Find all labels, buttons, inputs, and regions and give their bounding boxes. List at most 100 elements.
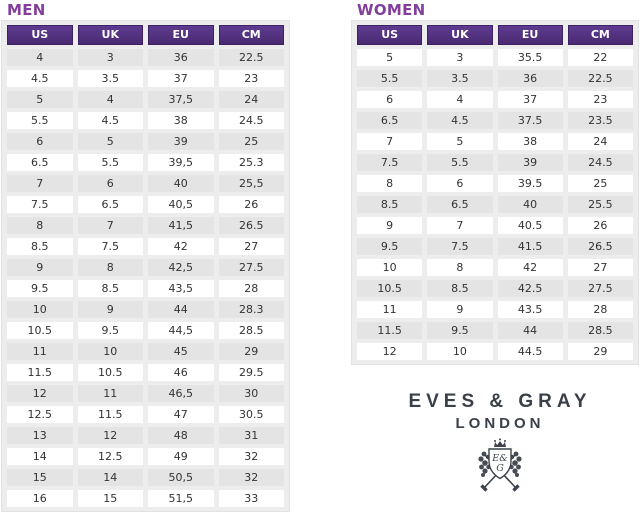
size-row: 11.5 9.5 44 28.5 bbox=[357, 322, 633, 339]
size-cell: 39.5 bbox=[497, 175, 563, 192]
size-cell: 6.5 bbox=[77, 196, 143, 213]
size-cell: 46 bbox=[148, 364, 214, 381]
size-cell: 5.5 bbox=[77, 154, 143, 171]
size-row: 10 8 42 27 bbox=[357, 259, 633, 276]
size-cell: 37 bbox=[148, 70, 214, 87]
brand-city: LONDON bbox=[455, 415, 545, 432]
size-cell: 32 bbox=[218, 469, 284, 486]
size-row: 9.5 7.5 41.5 26.5 bbox=[357, 238, 633, 255]
column-header-cm: CM bbox=[567, 25, 633, 45]
size-cell: 11.5 bbox=[7, 364, 73, 381]
size-cell: 51,5 bbox=[148, 490, 214, 507]
size-cell: 35.5 bbox=[497, 49, 563, 66]
size-cell: 24.5 bbox=[567, 154, 633, 171]
size-cell: 10.5 bbox=[357, 280, 423, 297]
size-cell: 10 bbox=[77, 343, 143, 360]
size-cell: 22.5 bbox=[218, 49, 284, 66]
size-row: 10.5 9.5 44,5 28.5 bbox=[7, 322, 284, 339]
size-cell: 7.5 bbox=[357, 154, 423, 171]
size-cell: 49 bbox=[148, 448, 214, 465]
size-cell: 38 bbox=[497, 133, 563, 150]
size-cell: 37,5 bbox=[148, 91, 214, 108]
size-cell: 31 bbox=[218, 427, 284, 444]
size-cell: 3.5 bbox=[77, 70, 143, 87]
size-row: 7 5 38 24 bbox=[357, 133, 633, 150]
size-cell: 7.5 bbox=[427, 238, 493, 255]
size-cell: 40 bbox=[497, 196, 563, 213]
size-cell: 24 bbox=[218, 91, 284, 108]
size-cell: 40 bbox=[148, 175, 214, 192]
size-cell: 43.5 bbox=[497, 301, 563, 318]
column-header-uk: UK bbox=[427, 25, 493, 45]
size-cell: 28.5 bbox=[218, 322, 284, 339]
size-cell: 40,5 bbox=[148, 196, 214, 213]
size-cell: 9 bbox=[357, 217, 423, 234]
size-cell: 8.5 bbox=[357, 196, 423, 213]
size-cell: 9 bbox=[427, 301, 493, 318]
size-cell: 47 bbox=[148, 406, 214, 423]
size-cell: 7 bbox=[357, 133, 423, 150]
size-cell: 27 bbox=[567, 259, 633, 276]
column-header-cm: CM bbox=[218, 25, 284, 45]
size-row: 6 4 37 23 bbox=[357, 91, 633, 108]
size-row: 7 6 40 25,5 bbox=[7, 175, 284, 192]
size-cell: 7.5 bbox=[77, 238, 143, 255]
size-cell: 7 bbox=[7, 175, 73, 192]
size-cell: 46,5 bbox=[148, 385, 214, 402]
size-cell: 12.5 bbox=[7, 406, 73, 423]
svg-text:G: G bbox=[496, 463, 504, 474]
size-cell: 6.5 bbox=[427, 196, 493, 213]
size-cell: 36 bbox=[148, 49, 214, 66]
size-row: 4.5 3.5 37 23 bbox=[7, 70, 284, 87]
size-cell: 26 bbox=[218, 196, 284, 213]
size-cell: 23 bbox=[218, 70, 284, 87]
size-cell: 4 bbox=[7, 49, 73, 66]
size-cell: 5 bbox=[7, 91, 73, 108]
size-cell: 22.5 bbox=[567, 70, 633, 87]
size-cell: 11.5 bbox=[357, 322, 423, 339]
men-size-chart-section: MEN US UK EU CM 4 3 36 22.5 4.5 3.5 37 23 5 4 37,5 24 5.… bbox=[1, 0, 290, 512]
brand-name: EVES & GRAY bbox=[408, 391, 592, 412]
column-header-us: US bbox=[7, 25, 73, 45]
size-cell: 5.5 bbox=[357, 70, 423, 87]
size-cell: 4.5 bbox=[7, 70, 73, 87]
size-cell: 16 bbox=[7, 490, 73, 507]
size-cell: 29 bbox=[218, 343, 284, 360]
size-cell: 11 bbox=[77, 385, 143, 402]
size-cell: 12 bbox=[7, 385, 73, 402]
size-row: 12 10 44.5 29 bbox=[357, 343, 633, 360]
size-cell: 32 bbox=[218, 448, 284, 465]
size-row: 8.5 7.5 42 27 bbox=[7, 238, 284, 255]
size-cell: 4 bbox=[427, 91, 493, 108]
size-cell: 48 bbox=[148, 427, 214, 444]
size-cell: 10 bbox=[7, 301, 73, 318]
size-cell: 30.5 bbox=[218, 406, 284, 423]
size-cell: 29.5 bbox=[218, 364, 284, 381]
size-cell: 25,5 bbox=[218, 175, 284, 192]
size-cell: 42 bbox=[497, 259, 563, 276]
women-size-chart-section: WOMEN US UK EU CM 5 3 35.5 22 5.5 3.5 36 22.5 6 4 37 23… bbox=[351, 0, 639, 365]
size-cell: 40.5 bbox=[497, 217, 563, 234]
size-cell: 14 bbox=[77, 469, 143, 486]
size-cell: 30 bbox=[218, 385, 284, 402]
size-row: 12.5 11.5 47 30.5 bbox=[7, 406, 284, 423]
size-cell: 6 bbox=[427, 175, 493, 192]
size-cell: 10.5 bbox=[7, 322, 73, 339]
women-table-title: WOMEN bbox=[357, 1, 426, 19]
size-cell: 28.3 bbox=[218, 301, 284, 318]
size-cell: 25.5 bbox=[567, 196, 633, 213]
size-cell: 8.5 bbox=[7, 238, 73, 255]
size-cell: 7 bbox=[77, 217, 143, 234]
men-table-title: MEN bbox=[7, 1, 46, 19]
size-row: 6.5 5.5 39,5 25.3 bbox=[7, 154, 284, 171]
column-header-us: US bbox=[357, 25, 423, 45]
size-row: 8.5 6.5 40 25.5 bbox=[357, 196, 633, 213]
header-row: US UK EU CM bbox=[357, 25, 633, 45]
size-row: 5 3 35.5 22 bbox=[357, 49, 633, 66]
size-cell: 29 bbox=[567, 343, 633, 360]
size-cell: 9.5 bbox=[357, 238, 423, 255]
size-row: 4 3 36 22.5 bbox=[7, 49, 284, 66]
size-cell: 26.5 bbox=[567, 238, 633, 255]
size-cell: 25 bbox=[567, 175, 633, 192]
size-cell: 9 bbox=[7, 259, 73, 276]
